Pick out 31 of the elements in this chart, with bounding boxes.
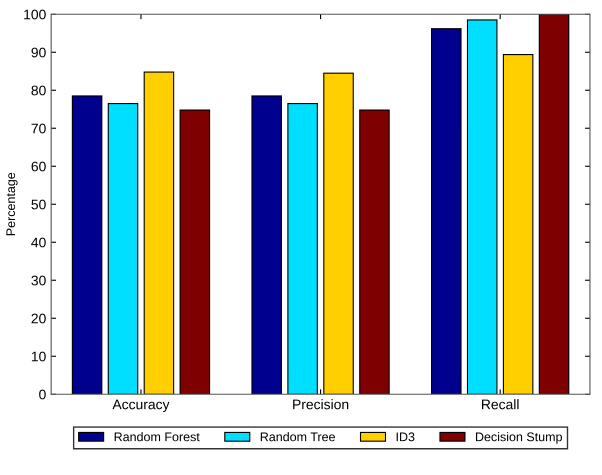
y-tick-label: 100 bbox=[24, 10, 46, 20]
legend-label: Random Forest bbox=[114, 432, 200, 442]
legend-label: ID3 bbox=[396, 432, 414, 442]
y-tick-label: 80 bbox=[31, 86, 46, 96]
bar bbox=[431, 28, 462, 394]
y-tick-label: 60 bbox=[32, 162, 46, 172]
x-tick-label: Recall bbox=[482, 399, 519, 410]
bar bbox=[359, 109, 390, 394]
legend-label: Random Tree bbox=[260, 432, 335, 442]
bar bbox=[287, 102, 318, 394]
bar bbox=[144, 71, 174, 394]
y-tick-label: 10 bbox=[32, 352, 46, 362]
legend-label: Decision Stump bbox=[476, 432, 562, 444]
y-tick-label: 40 bbox=[31, 238, 46, 248]
bar bbox=[251, 95, 282, 394]
y-tick-label: 0 bbox=[39, 390, 46, 400]
y-tick-label: 20 bbox=[32, 314, 46, 324]
bar bbox=[502, 54, 534, 394]
y-tick-label: 90 bbox=[32, 48, 46, 58]
y-tick-label: 50 bbox=[31, 200, 46, 210]
y-tick-label: 70 bbox=[32, 124, 46, 134]
bar bbox=[72, 95, 102, 394]
y-tick-label: 30 bbox=[31, 276, 46, 286]
y-axis-title: Percentage bbox=[6, 172, 18, 236]
bar bbox=[323, 72, 354, 394]
bar bbox=[466, 19, 498, 394]
x-tick-label: Accuracy bbox=[112, 400, 170, 412]
bar bbox=[538, 14, 570, 394]
x-tick-label: Precision bbox=[293, 399, 348, 410]
bar bbox=[108, 102, 138, 394]
bar bbox=[180, 109, 210, 394]
